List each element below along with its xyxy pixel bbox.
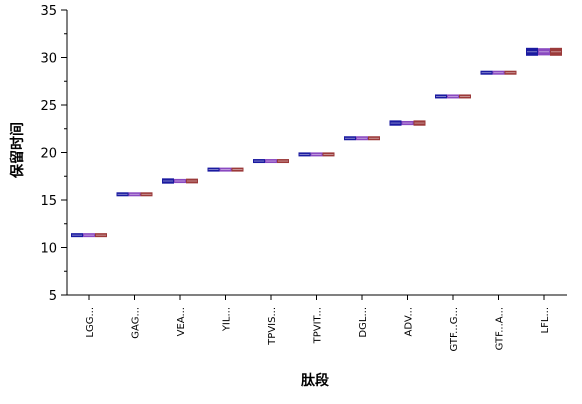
y-tick-label: 30: [40, 52, 57, 67]
x-tick-label: VEA...: [176, 307, 187, 336]
y-axis-title: 保留时间: [9, 122, 26, 179]
category-group: [389, 120, 426, 126]
x-tick-label: YIL...: [222, 307, 233, 332]
category-group: [435, 94, 471, 99]
y-tick-label: 5: [49, 289, 57, 304]
x-tick-label: GAG...: [131, 307, 142, 339]
category-group: [480, 70, 517, 75]
x-tick-label: LGG...: [85, 307, 96, 338]
category-group: [344, 136, 380, 141]
category-group: [116, 192, 153, 197]
x-tick-label: GTF...G...: [449, 307, 460, 351]
category-group: [207, 167, 244, 172]
x-tick-label: ADV...: [404, 307, 415, 336]
x-tick-label: DGL...: [358, 307, 369, 338]
y-tick-label: 20: [40, 147, 57, 162]
category-group: [298, 152, 335, 157]
y-tick-label: 25: [40, 99, 57, 114]
plot-marks: [71, 47, 562, 238]
x-tick-label: TPVIS...: [267, 307, 278, 346]
y-tick-label: 10: [40, 242, 57, 257]
x-tick-label: GTF...A...: [495, 307, 506, 350]
x-axis-title: 肽段: [301, 372, 329, 389]
y-tick-label: 35: [40, 4, 57, 19]
x-tick-label: TPVIT...: [313, 307, 324, 344]
y-tick-label: 15: [40, 194, 57, 209]
y-axis: 5 10 15 20 25 30 35: [40, 4, 68, 304]
x-tick-label: LFL...: [540, 307, 551, 333]
category-group: [162, 178, 198, 184]
category-group: [526, 47, 562, 56]
category-group: [71, 233, 107, 238]
category-group: [253, 159, 289, 164]
x-axis: LGG... GAG... VEA... YIL... TPVIS... TPVIT...…: [67, 294, 567, 351]
